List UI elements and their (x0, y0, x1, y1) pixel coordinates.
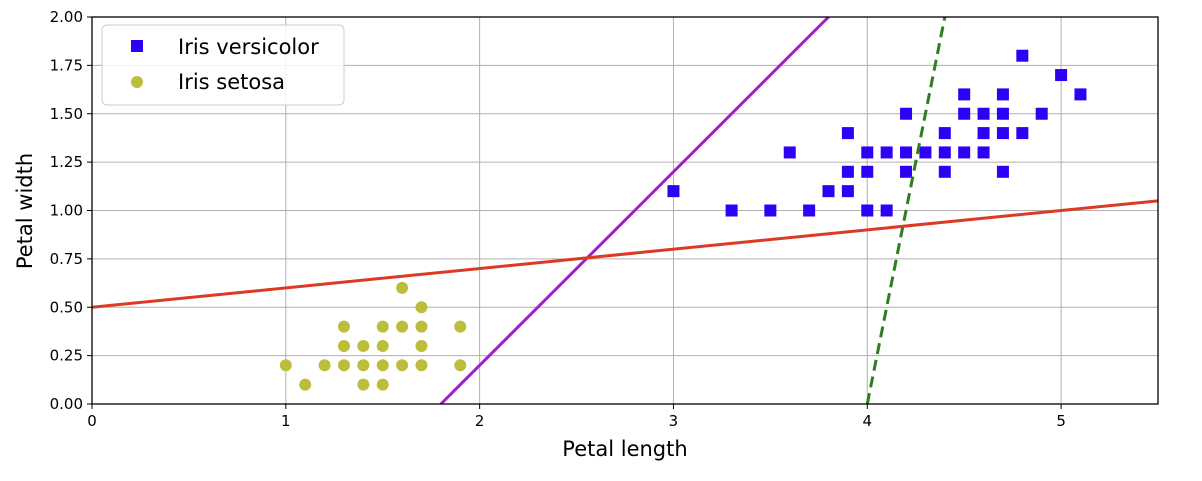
y-tick-label: 0.75 (50, 250, 83, 268)
data-point-versicolor (861, 165, 874, 178)
decision-boundary-line (439, 17, 830, 404)
y-tick-label: 0.00 (50, 395, 83, 413)
legend-box (101, 24, 345, 106)
legend-label-versicolor: Iris versicolor (178, 35, 319, 59)
data-points (279, 49, 1087, 391)
data-point-versicolor (1016, 127, 1029, 140)
y-tick-label: 1.00 (50, 202, 83, 220)
y-tick-label: 1.75 (50, 56, 83, 74)
data-point-versicolor (996, 88, 1009, 101)
y-tick-label: 0.50 (50, 298, 83, 316)
data-point-versicolor (1016, 49, 1029, 62)
data-point-versicolor (822, 185, 835, 198)
data-point-versicolor (996, 107, 1009, 120)
data-point-setosa (415, 339, 428, 352)
data-point-versicolor (938, 165, 951, 178)
data-point-setosa (318, 359, 331, 372)
data-point-setosa (337, 359, 350, 372)
data-point-versicolor (1074, 88, 1087, 101)
boundary-lines (92, 17, 1158, 404)
data-point-versicolor (919, 146, 932, 159)
data-point-versicolor (764, 204, 777, 217)
data-point-versicolor (880, 204, 893, 217)
data-point-versicolor (958, 146, 971, 159)
data-point-setosa (376, 320, 389, 333)
data-point-setosa (357, 339, 370, 352)
x-axis-label: Petal length (562, 437, 687, 461)
decision-boundary-line (92, 199, 1158, 309)
data-point-versicolor (977, 107, 990, 120)
data-point-versicolor (841, 185, 854, 198)
data-point-versicolor (977, 127, 990, 140)
data-point-setosa (279, 359, 292, 372)
data-point-setosa (357, 359, 370, 372)
decision-boundary-line (865, 17, 947, 404)
data-point-versicolor (880, 146, 893, 159)
data-point-versicolor (900, 146, 913, 159)
data-point-setosa (376, 359, 389, 372)
x-tick-label: 4 (862, 412, 872, 430)
data-point-versicolor (900, 107, 913, 120)
x-tick-label: 3 (669, 412, 679, 430)
y-axis-label: Petal width (13, 153, 37, 269)
y-axis-ticks: 0.00 0.25 0.50 0.75 1.00 1.25 1.50 1.75 2.00 (50, 8, 92, 413)
data-point-versicolor (841, 165, 854, 178)
data-point-versicolor (725, 204, 738, 217)
x-axis-ticks: 0 1 2 3 4 5 (87, 404, 1066, 430)
data-point-setosa (396, 359, 409, 372)
data-point-versicolor (803, 204, 816, 217)
data-point-versicolor (861, 204, 874, 217)
data-point-setosa (415, 359, 428, 372)
data-point-versicolor (958, 107, 971, 120)
x-tick-label: 0 (87, 412, 97, 430)
data-point-setosa (415, 301, 428, 314)
data-point-versicolor (938, 146, 951, 159)
data-point-setosa (454, 320, 467, 333)
data-point-versicolor (783, 146, 796, 159)
x-tick-label: 1 (281, 412, 291, 430)
data-point-setosa (396, 320, 409, 333)
data-point-setosa (337, 320, 350, 333)
y-tick-label: 1.50 (50, 105, 83, 123)
data-point-versicolor (996, 127, 1009, 140)
legend-label-setosa: Iris setosa (178, 70, 285, 94)
data-point-setosa (337, 339, 350, 352)
y-tick-label: 0.25 (50, 347, 83, 365)
data-point-versicolor (841, 127, 854, 140)
data-point-versicolor (667, 185, 680, 198)
plot-frame (91, 16, 1159, 405)
data-point-setosa (396, 281, 409, 294)
data-point-versicolor (977, 146, 990, 159)
data-point-versicolor (996, 165, 1009, 178)
data-point-setosa (376, 378, 389, 391)
data-point-versicolor (900, 165, 913, 178)
legend: Iris versicolor Iris setosa (101, 24, 345, 106)
legend-marker-versicolor (131, 40, 143, 52)
data-point-setosa (415, 320, 428, 333)
x-tick-label: 2 (475, 412, 485, 430)
y-tick-label: 2.00 (50, 8, 83, 26)
x-tick-label: 5 (1056, 412, 1066, 430)
data-point-versicolor (958, 88, 971, 101)
legend-marker-setosa (131, 76, 143, 88)
data-point-setosa (376, 339, 389, 352)
data-point-setosa (299, 378, 312, 391)
data-point-setosa (357, 378, 370, 391)
data-point-versicolor (1035, 107, 1048, 120)
data-point-versicolor (861, 146, 874, 159)
data-point-versicolor (1055, 69, 1068, 82)
data-point-versicolor (938, 127, 951, 140)
data-point-setosa (454, 359, 467, 372)
y-tick-label: 1.25 (50, 153, 83, 171)
